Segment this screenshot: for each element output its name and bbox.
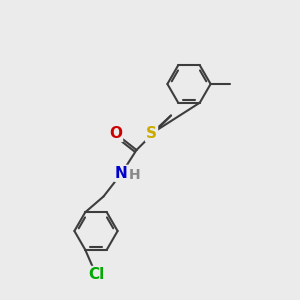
Text: N: N bbox=[115, 166, 128, 181]
Text: Cl: Cl bbox=[88, 267, 104, 282]
Text: S: S bbox=[146, 126, 157, 141]
Text: H: H bbox=[129, 168, 141, 182]
Text: O: O bbox=[109, 126, 122, 141]
